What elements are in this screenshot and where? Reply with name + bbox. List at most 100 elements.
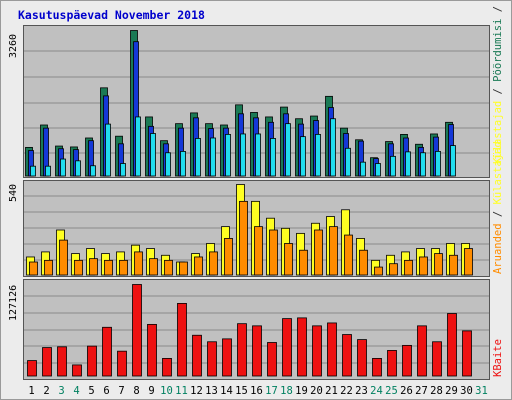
bar-bot-kbaite-day-27 xyxy=(417,325,427,377)
x-tick-label-day-1: 1 xyxy=(28,385,34,397)
bar-mid-aruanded-day-12 xyxy=(194,256,203,276)
bar-bot-kbaite-day-7 xyxy=(117,350,127,377)
bar-top-lehekülgi-day-8 xyxy=(135,116,141,177)
x-tick-label-day-6: 6 xyxy=(103,385,109,397)
bar-bot-kbaite-day-23 xyxy=(357,339,367,377)
bar-mid-aruanded-day-6 xyxy=(104,259,113,276)
bar-top-lehekülgi-day-4 xyxy=(75,160,81,177)
bar-mid-aruanded-day-2 xyxy=(44,259,53,276)
bar-top-lehekülgi-day-26 xyxy=(405,151,411,177)
bar-bot-kbaite-day-28 xyxy=(432,341,442,377)
bar-bot-kbaite-day-20 xyxy=(312,325,322,377)
bar-mid-aruanded-day-3 xyxy=(59,239,68,276)
bar-mid-aruanded-day-20 xyxy=(314,229,323,276)
x-tick-label-day-18: 18 xyxy=(280,385,293,397)
bar-mid-aruanded-day-16 xyxy=(254,226,263,276)
bar-bot-kbaite-day-17 xyxy=(267,342,277,377)
x-tick-label-day-22: 22 xyxy=(340,385,353,397)
panel-top-max-label: 3260 xyxy=(8,34,19,58)
bar-mid-aruanded-day-15 xyxy=(239,200,248,276)
x-tick-label-day-10: 10 xyxy=(160,385,173,397)
bar-top-lehekülgi-day-1 xyxy=(30,165,36,177)
bar-top-lehekülgi-day-7 xyxy=(120,163,126,177)
bar-top-lehekülgi-day-6 xyxy=(105,123,111,177)
bar-mid-aruanded-day-11 xyxy=(179,261,188,276)
panel-mid-bars xyxy=(26,184,473,276)
bar-top-lehekülgi-day-12 xyxy=(195,138,201,177)
bar-top-lehekülgi-day-10 xyxy=(165,152,171,177)
bar-bot-kbaite-day-22 xyxy=(342,334,352,377)
bar-mid-aruanded-day-19 xyxy=(299,249,308,276)
x-tick-label-day-14: 14 xyxy=(220,385,233,397)
bar-mid-aruanded-day-28 xyxy=(434,253,443,276)
bar-bot-kbaite-day-19 xyxy=(297,317,307,377)
bar-mid-aruanded-day-23 xyxy=(359,249,368,276)
panel-bot: 127126 KBaite xyxy=(8,279,504,380)
bar-mid-aruanded-day-27 xyxy=(419,256,428,276)
bar-mid-aruanded-day-21 xyxy=(329,226,338,276)
bar-mid-aruanded-day-9 xyxy=(149,258,158,276)
legend-item-aruanded: Aruanded xyxy=(492,223,504,274)
panel-mid-max-label: 540 xyxy=(8,184,19,202)
bar-mid-aruanded-day-29 xyxy=(449,254,458,276)
x-tick-label-day-12: 12 xyxy=(190,385,203,397)
x-tick-label-day-24: 24 xyxy=(370,385,383,397)
bar-top-lehekülgi-day-5 xyxy=(90,165,96,177)
bar-top-lehekülgi-day-21 xyxy=(330,118,336,177)
x-tick-label-day-31: 31 xyxy=(475,385,488,397)
bar-bot-kbaite-day-4 xyxy=(72,364,82,377)
panel-bot-max-label: 127126 xyxy=(8,285,19,321)
panel-top: 3260 Külastajad / Pöördumisi / Faile / L… xyxy=(8,0,504,178)
legend-separator: / xyxy=(492,82,504,101)
panel-bot-legend: KBaite xyxy=(492,339,504,377)
x-tick-label-day-16: 16 xyxy=(250,385,263,397)
bar-top-lehekülgi-day-28 xyxy=(435,151,441,177)
bar-mid-aruanded-day-26 xyxy=(404,259,413,276)
x-tick-label-day-13: 13 xyxy=(205,385,218,397)
legend-item-pöördumisi: Pöördumisi xyxy=(492,19,504,82)
legend-item-külastajad: Külastajad xyxy=(492,141,504,204)
bar-bot-kbaite-day-18 xyxy=(282,318,292,377)
panel-top-bars xyxy=(25,30,456,177)
x-tick-label-day-23: 23 xyxy=(355,385,368,397)
bar-mid-aruanded-day-5 xyxy=(89,258,98,276)
x-tick-label-day-30: 30 xyxy=(460,385,473,397)
bar-bot-kbaite-day-6 xyxy=(102,326,112,377)
bar-top-lehekülgi-day-22 xyxy=(345,147,351,177)
x-tick-label-day-19: 19 xyxy=(295,385,308,397)
x-axis-tick-labels: 1 2 3 4 5 6 7 8 9 10 11 12 13 14 15 16 17 18 19 20 21 22 23 24 2… xyxy=(28,385,487,397)
bar-top-lehekülgi-day-11 xyxy=(180,151,186,177)
bar-bot-kbaite-day-5 xyxy=(87,345,97,377)
panel-top-legend: Külastajad / Pöördumisi / Faile / Lehekü… xyxy=(492,0,504,164)
bar-mid-aruanded-day-25 xyxy=(389,263,398,276)
bar-mid-aruanded-day-8 xyxy=(134,251,143,276)
bar-mid-aruanded-day-24 xyxy=(374,266,383,276)
bar-bot-kbaite-day-11 xyxy=(177,303,187,377)
bar-bot-kbaite-day-1 xyxy=(27,360,37,377)
x-tick-label-day-27: 27 xyxy=(415,385,428,397)
bar-bot-kbaite-day-29 xyxy=(447,313,457,377)
bar-top-lehekülgi-day-9 xyxy=(150,133,156,177)
bar-top-lehekülgi-day-24 xyxy=(375,163,381,177)
bar-top-lehekülgi-day-25 xyxy=(390,155,396,177)
x-tick-label-day-28: 28 xyxy=(430,385,443,397)
x-tick-label-day-21: 21 xyxy=(325,385,338,397)
legend-item-kbaite: KBaite xyxy=(492,339,504,377)
x-tick-label-day-20: 20 xyxy=(310,385,323,397)
bar-top-lehekülgi-day-17 xyxy=(270,138,276,177)
bar-top-lehekülgi-day-19 xyxy=(300,136,306,177)
bar-bot-kbaite-day-2 xyxy=(42,347,52,377)
x-tick-label-day-29: 29 xyxy=(445,385,458,397)
bar-top-lehekülgi-day-13 xyxy=(210,137,216,177)
x-tick-label-day-3: 3 xyxy=(58,385,64,397)
bar-bot-kbaite-day-24 xyxy=(372,358,382,377)
panel-mid-legend: Aruanded / Külastajad xyxy=(492,141,504,274)
bar-top-lehekülgi-day-20 xyxy=(315,134,321,177)
bar-top-lehekülgi-day-29 xyxy=(450,145,456,177)
x-tick-label-day-2: 2 xyxy=(43,385,49,397)
bar-mid-aruanded-day-18 xyxy=(284,243,293,276)
bar-top-lehekülgi-day-15 xyxy=(240,133,246,177)
x-tick-label-day-26: 26 xyxy=(400,385,413,397)
x-tick-label-day-5: 5 xyxy=(88,385,94,397)
